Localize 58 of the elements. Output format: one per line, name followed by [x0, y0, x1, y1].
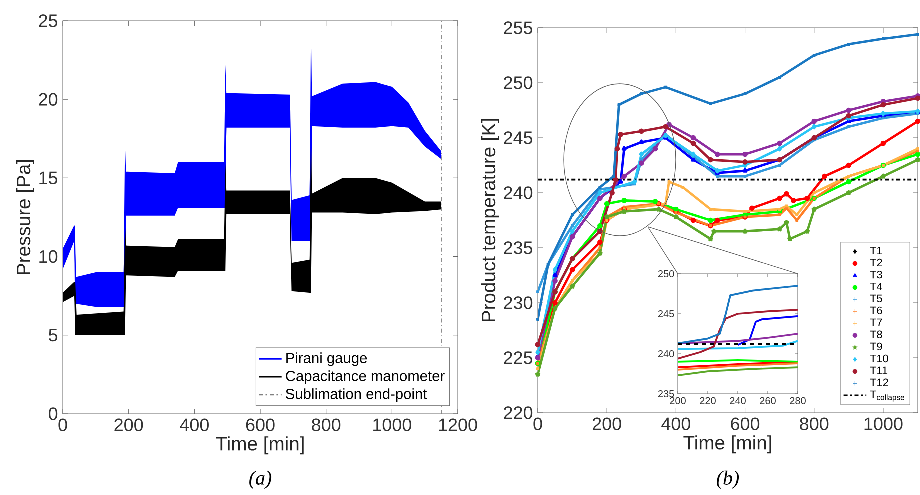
y-tick-label: 235 — [504, 242, 533, 254]
y-tick-label: 240 — [658, 350, 674, 358]
x-tick-label: 280 — [790, 397, 806, 404]
y-tick-label: 15 — [40, 172, 58, 184]
y-tick-label: 245 — [658, 310, 674, 318]
y-tick-label: 10 — [40, 250, 58, 264]
x-axis-title: Time [min] — [684, 436, 772, 454]
x-tick-label: 1000 — [374, 418, 412, 432]
y-tick-label: 25 — [39, 14, 58, 28]
y-tick-label: 230 — [504, 296, 533, 310]
legend-label: T8 — [870, 330, 882, 339]
text: (b) — [717, 470, 740, 490]
ref-line-label: Sublimation end-point — [286, 388, 428, 402]
x-tick-label: 800 — [800, 418, 829, 430]
y-tick-label: 250 — [658, 270, 674, 278]
legend-label: T9 — [870, 342, 882, 351]
y-tick-label: 0 — [49, 408, 58, 420]
y-axis-title: Pressure [Pa] — [16, 160, 34, 274]
y-tick-label: 255 — [504, 22, 533, 34]
legend-label: T6 — [870, 306, 882, 315]
x-axis-title: Time [min] — [216, 436, 304, 455]
x-tick-label: 240 — [730, 397, 746, 404]
y-tick-label: 245 — [504, 132, 533, 144]
legend-label: T3 — [870, 270, 882, 279]
y-tick-label: 240 — [504, 186, 533, 200]
x-tick-label: 0 — [534, 418, 542, 430]
x-tick-label: 600 — [246, 418, 275, 432]
y-tick-label: 250 — [504, 76, 533, 90]
legend-label: Capacitance manometer — [286, 370, 445, 384]
y-tick-label: 5 — [49, 329, 58, 342]
x-tick-label: 600 — [731, 418, 760, 430]
x-tick-label: 1000 — [864, 418, 903, 430]
legend-label: T12 — [870, 378, 888, 386]
x-tick-label: 800 — [312, 418, 341, 432]
legend-label: Pirani gauge — [286, 352, 368, 366]
legend-label: T10 — [870, 354, 888, 363]
x-tick-label: 400 — [662, 418, 690, 430]
x-tick-label: 220 — [700, 397, 716, 404]
y-tick-label: 220 — [504, 406, 533, 420]
text: (a) — [250, 470, 272, 490]
y-axis-title: Product temperature [K] — [481, 119, 500, 322]
y-tick-label: 235 — [658, 390, 674, 398]
legend-label: T$_{collapse}$ — [870, 390, 904, 402]
legend-label: T1 — [870, 246, 882, 255]
x-tick-label: 1200 — [439, 418, 478, 432]
x-tick-label: 200 — [114, 418, 144, 432]
y-tick-label: 225 — [504, 352, 533, 364]
legend-label: T4 — [870, 282, 882, 290]
x-tick-label: 200 — [670, 397, 686, 404]
x-tick-label: 0 — [58, 418, 68, 432]
x-tick-label: 200 — [592, 418, 622, 430]
legend-label: T7 — [870, 318, 882, 326]
legend-label: T2 — [870, 258, 882, 267]
legend-label: T11 — [870, 366, 888, 374]
y-tick-label: 20 — [39, 93, 58, 106]
x-tick-label: 400 — [180, 418, 209, 432]
legend-label: T5 — [870, 294, 882, 303]
x-tick-label: 260 — [760, 397, 776, 404]
